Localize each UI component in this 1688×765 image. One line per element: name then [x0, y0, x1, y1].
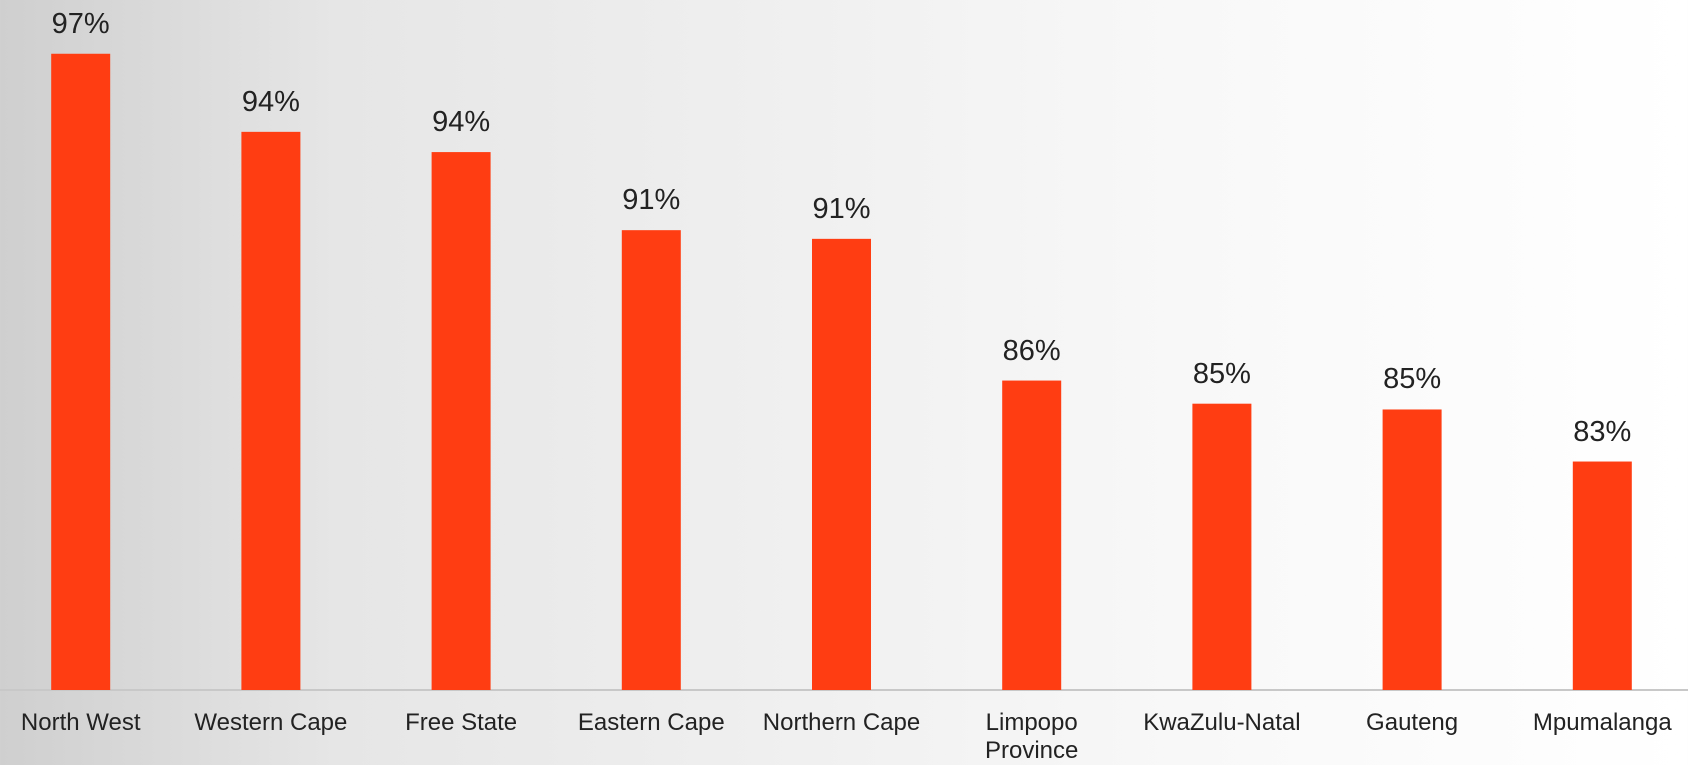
- x-tick-label: Western Cape: [194, 709, 348, 736]
- value-label: 83%: [1573, 415, 1632, 448]
- bar: [1382, 409, 1442, 690]
- value-label: 85%: [1383, 363, 1442, 396]
- x-tick-label: Limpopo Province: [985, 709, 1079, 764]
- x-tick-label: North West: [20, 709, 141, 736]
- bar: [1002, 380, 1062, 690]
- value-label: 91%: [622, 184, 681, 217]
- x-tick-label: Mpumalanga: [1532, 709, 1672, 736]
- bar: [241, 131, 301, 690]
- bar: [621, 230, 681, 690]
- bar: [431, 152, 491, 690]
- value-label: 86%: [1002, 334, 1061, 367]
- bar: [51, 53, 111, 690]
- bar: [812, 238, 871, 690]
- value-label: 85%: [1192, 357, 1251, 390]
- value-label: 94%: [241, 85, 300, 118]
- value-label: 91%: [812, 192, 871, 225]
- bar: [1572, 461, 1632, 690]
- x-tick-label: Gauteng: [1366, 709, 1459, 736]
- value-label: 94%: [432, 106, 491, 139]
- bar: [1192, 403, 1252, 690]
- x-tick-label: Eastern Cape: [577, 709, 725, 736]
- x-tick-label: KwaZulu-Natal: [1143, 709, 1301, 736]
- x-tick-label: Free State: [405, 709, 518, 736]
- x-tick-label: Northern Cape: [762, 709, 921, 736]
- value-label: 97%: [51, 7, 110, 40]
